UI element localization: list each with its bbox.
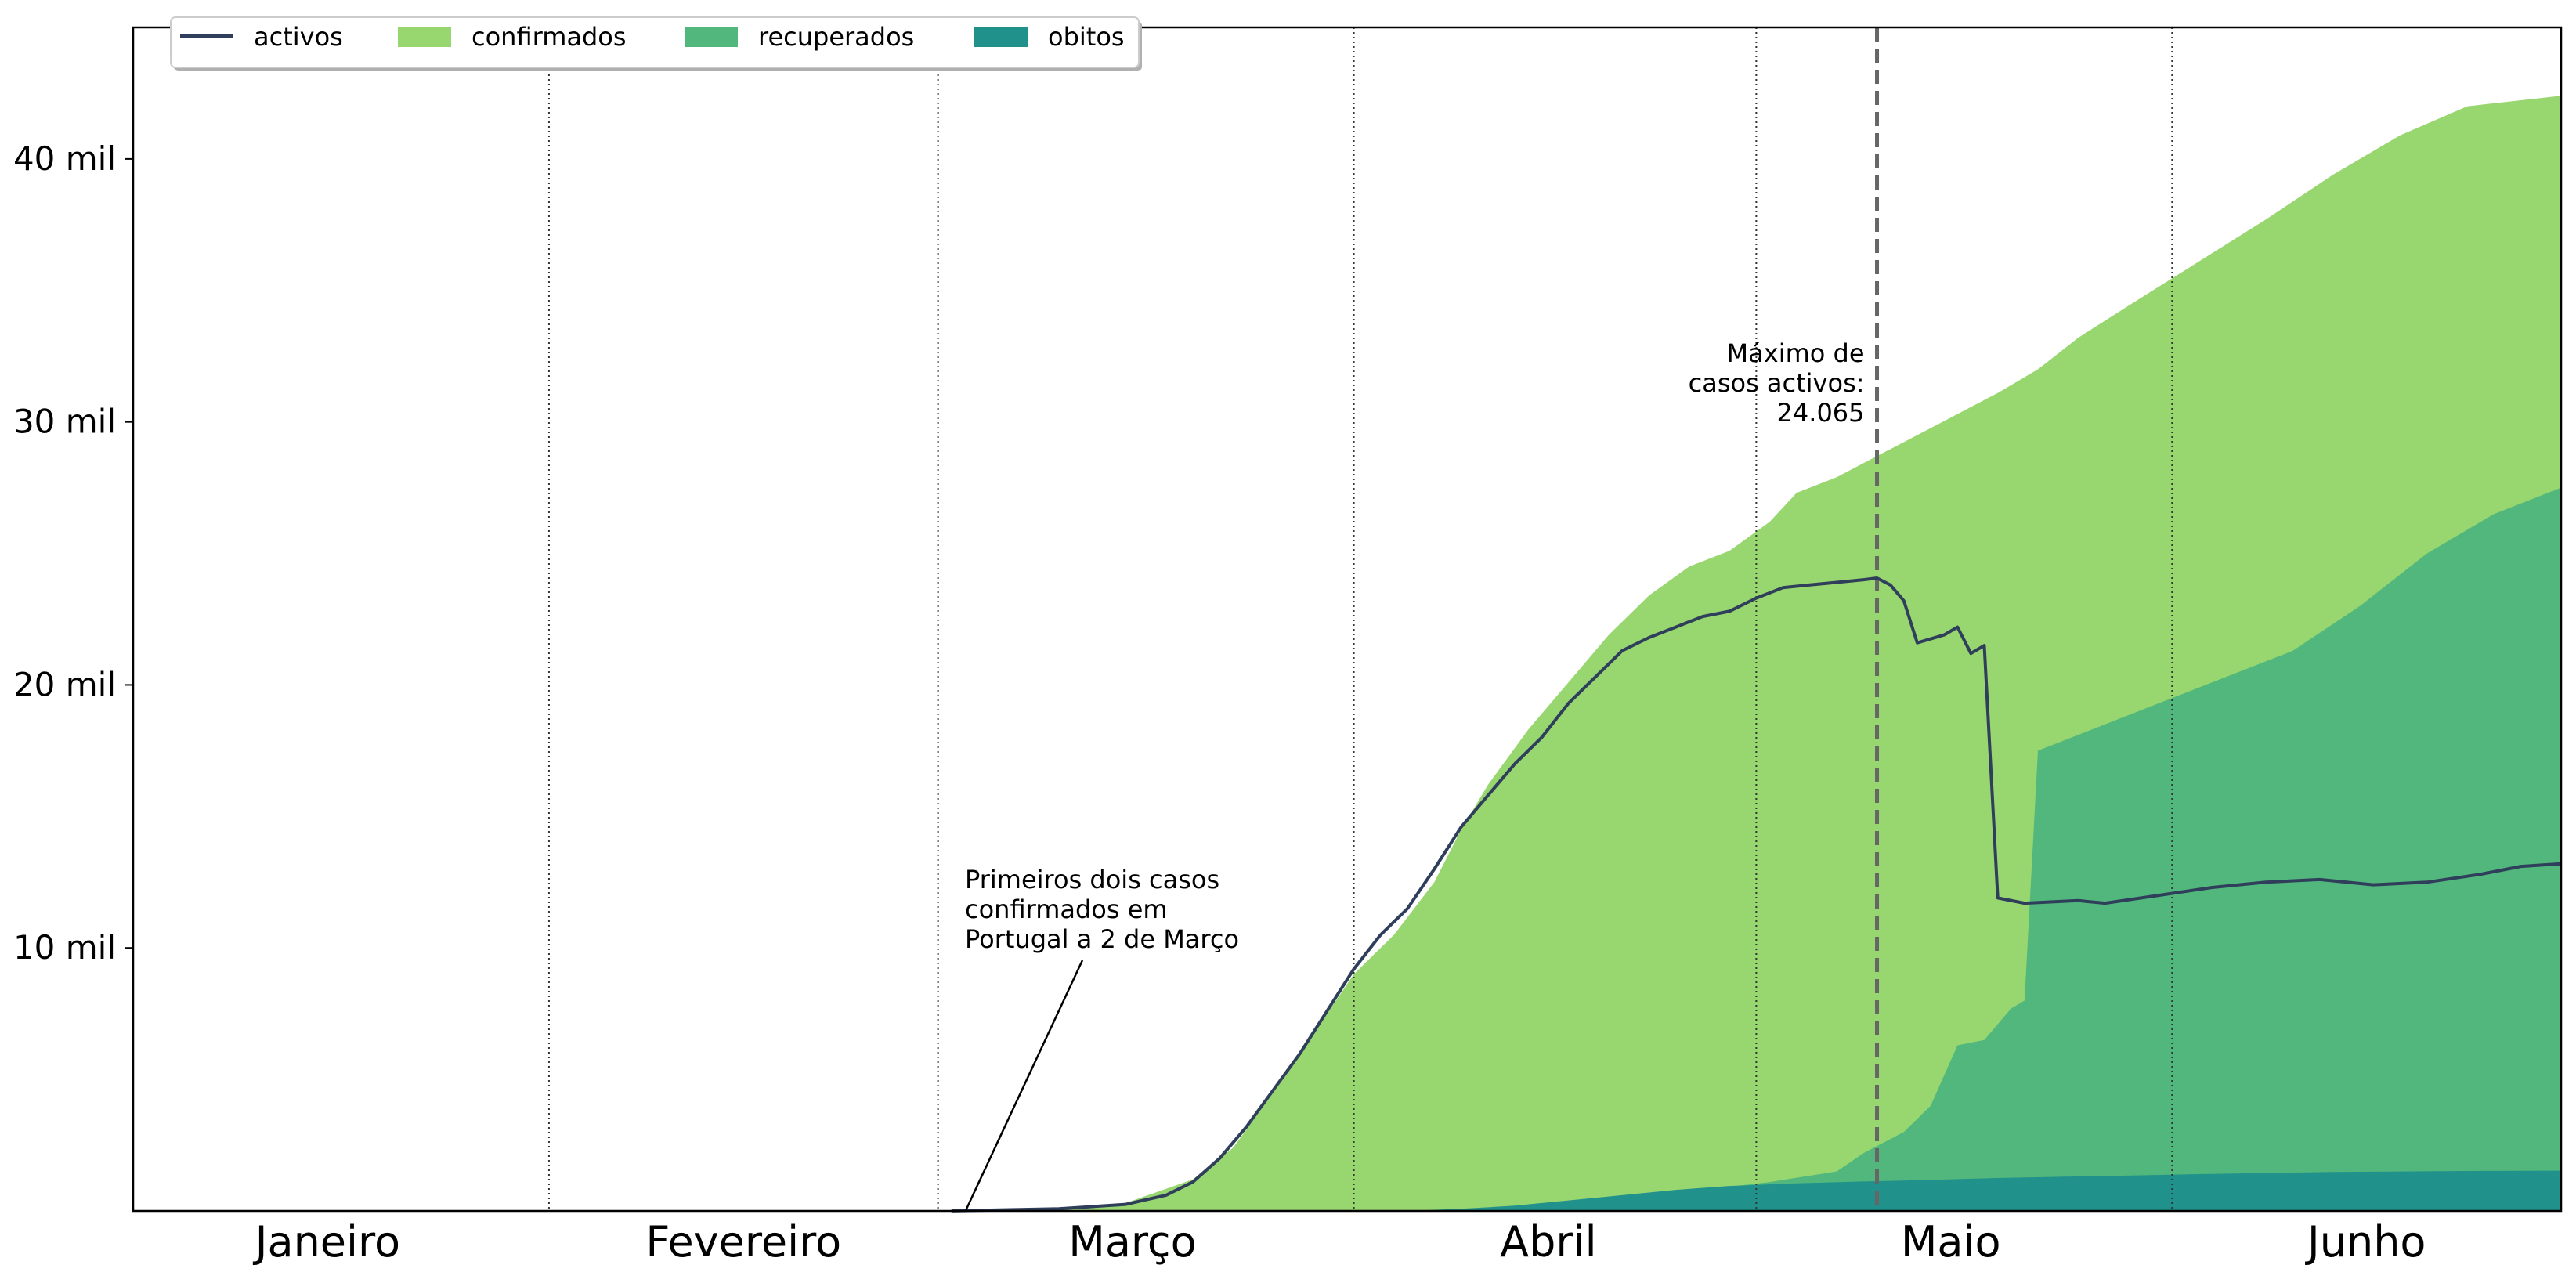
- legend-swatch-confirmados: [398, 27, 451, 47]
- legend-swatch-recuperados: [685, 27, 738, 47]
- area-recuperados: [951, 487, 2561, 1211]
- first-cases-arrow: [964, 960, 1084, 1212]
- active-cases-line: [951, 576, 2562, 1213]
- x-tick-label: Junho: [2305, 1217, 2426, 1267]
- x-axis: Janeiro Fevereiro Março Abril Maio Junho: [253, 1217, 2426, 1267]
- y-tick-label: 30 mil: [13, 403, 116, 441]
- x-tick-label: Maio: [1901, 1217, 2001, 1267]
- y-tick-label: 40 mil: [13, 139, 116, 178]
- max-active-annotation-line: casos activos:: [1689, 368, 1865, 398]
- first-cases-annotation-line: Primeiros dois casos: [965, 865, 1219, 894]
- legend-label-obitos: obitos: [1048, 22, 1125, 52]
- max-active-annotation-line: 24.065: [1777, 398, 1865, 428]
- y-tick-label: 20 mil: [13, 665, 116, 703]
- legend-label-confirmados: confirmados: [471, 22, 627, 52]
- x-tick-label: Janeiro: [253, 1217, 401, 1267]
- legend: activos confirmados recuperados obitos: [170, 16, 1142, 71]
- legend-label-recuperados: recuperados: [758, 22, 914, 52]
- area-obitos: [951, 1170, 2561, 1211]
- x-tick-label: Abril: [1500, 1217, 1596, 1267]
- legend-swatch-obitos: [974, 27, 1028, 47]
- legend-label-activos: activos: [254, 22, 343, 52]
- x-tick-label: Fevereiro: [645, 1217, 841, 1267]
- max-active-annotation-line: Máximo de: [1727, 338, 1865, 368]
- plot-frame: [132, 26, 2563, 1213]
- month-boundary-layer: [547, 27, 2173, 1211]
- y-tick-label: 10 mil: [13, 928, 116, 967]
- y-axis: 10 mil 20 mil 30 mil 40 mil: [13, 139, 133, 967]
- x-tick-label: Março: [1068, 1217, 1196, 1267]
- active-line-layer: [951, 576, 2562, 1213]
- first-cases-annotation-line: confirmados em: [965, 894, 1168, 924]
- first-cases-annotation-line: Portugal a 2 de Março: [965, 924, 1239, 954]
